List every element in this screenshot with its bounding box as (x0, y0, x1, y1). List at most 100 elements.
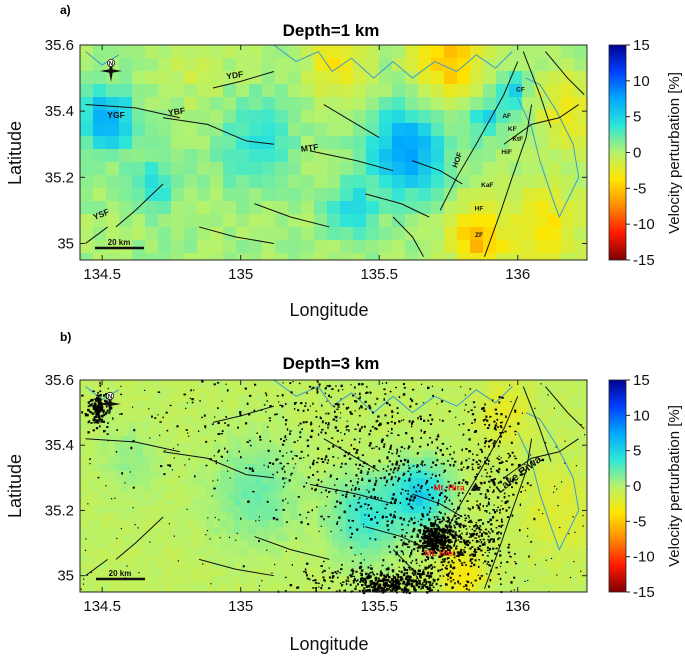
grid-cell (493, 541, 501, 549)
seismic-event (484, 551, 486, 554)
seismic-event (327, 515, 330, 518)
grid-cell (206, 401, 214, 409)
grid-cell (143, 576, 151, 584)
grid-cell (158, 188, 172, 202)
seismic-event (339, 417, 341, 419)
seismic-event (498, 462, 501, 465)
grid-cell (164, 450, 172, 458)
grid-cell (444, 415, 452, 423)
grid-cell (521, 492, 529, 500)
grid-cell (418, 123, 432, 137)
seismic-event (275, 509, 278, 511)
seismic-event (402, 393, 406, 396)
grid-cell (101, 429, 109, 437)
grid-cell (521, 457, 529, 465)
seismic-event (377, 497, 379, 499)
seismic-event (448, 410, 451, 413)
grid-cell (276, 464, 284, 472)
grid-cell (80, 436, 88, 444)
seismic-event (422, 525, 424, 527)
seismic-event (359, 438, 361, 440)
grid-cell (157, 422, 165, 430)
seismic-event (424, 566, 427, 569)
seismic-event (495, 527, 498, 529)
grid-cell (584, 527, 588, 535)
grid-cell (275, 162, 289, 176)
seismic-event (440, 544, 443, 546)
grid-cell (327, 214, 341, 228)
grid-cell (248, 443, 256, 451)
grid-cell (392, 110, 406, 124)
grid-cell (479, 513, 487, 521)
seismic-event (479, 531, 481, 534)
grid-cell (122, 394, 130, 402)
seismic-event (514, 410, 517, 413)
grid-cell (388, 457, 396, 465)
grid-cell (381, 492, 389, 500)
grid-cell (290, 429, 298, 437)
grid-cell (451, 569, 459, 577)
grid-cell (437, 576, 445, 584)
grid-cell (136, 555, 144, 563)
grid-cell (255, 506, 263, 514)
seismic-event (280, 438, 282, 441)
seismic-event (306, 444, 310, 448)
seismic-event (455, 416, 457, 418)
seismic-event (556, 574, 558, 576)
seismic-event (501, 396, 504, 399)
seismic-event (321, 461, 325, 463)
grid-cell (122, 464, 130, 472)
grid-cell (94, 499, 102, 507)
seismic-event (346, 420, 348, 422)
grid-cell (332, 548, 340, 556)
grid-cell (178, 492, 186, 500)
grid-cell (483, 123, 497, 137)
grid-cell (288, 149, 302, 163)
seismic-event (380, 497, 383, 500)
seismic-event (492, 489, 495, 492)
seismic-event (365, 392, 368, 395)
grid-cell (374, 450, 382, 458)
seismic-event (293, 441, 296, 443)
grid-cell (220, 590, 228, 593)
grid-cell (381, 513, 389, 521)
grid-cell (129, 555, 137, 563)
grid-cell (570, 380, 578, 388)
grid-cell (199, 478, 207, 486)
grid-cell (360, 408, 368, 416)
seismic-event (244, 387, 247, 390)
seismic-event (284, 403, 287, 405)
grid-cell (340, 45, 354, 59)
grid-cell (223, 84, 237, 98)
grid-cell (276, 541, 284, 549)
seismic-event (439, 419, 441, 421)
seismic-event (325, 505, 327, 507)
grid-cell (346, 457, 354, 465)
seismic-event (216, 407, 219, 409)
grid-cell (514, 548, 522, 556)
grid-cell (157, 520, 165, 528)
seismic-event (449, 463, 452, 467)
seismic-event (450, 445, 452, 448)
grid-cell (206, 429, 214, 437)
grid-cell (318, 520, 326, 528)
grid-cell (395, 569, 403, 577)
seismic-event (455, 555, 458, 557)
grid-cell (171, 520, 179, 528)
grid-cell (548, 58, 562, 72)
grid-cell (374, 471, 382, 479)
grid-cell (164, 464, 172, 472)
grid-cell (332, 457, 340, 465)
seismic-event (405, 497, 409, 501)
seismic-event (484, 456, 487, 459)
seismic-event (488, 501, 490, 504)
grid-cell (248, 506, 256, 514)
grid-cell (255, 513, 263, 521)
seismic-event (457, 494, 460, 497)
grid-cell (143, 534, 151, 542)
grid-cell (276, 520, 284, 528)
grid-cell (522, 175, 536, 189)
grid-cell (101, 492, 109, 500)
grid-cell (255, 485, 263, 493)
grid-cell (145, 201, 159, 215)
